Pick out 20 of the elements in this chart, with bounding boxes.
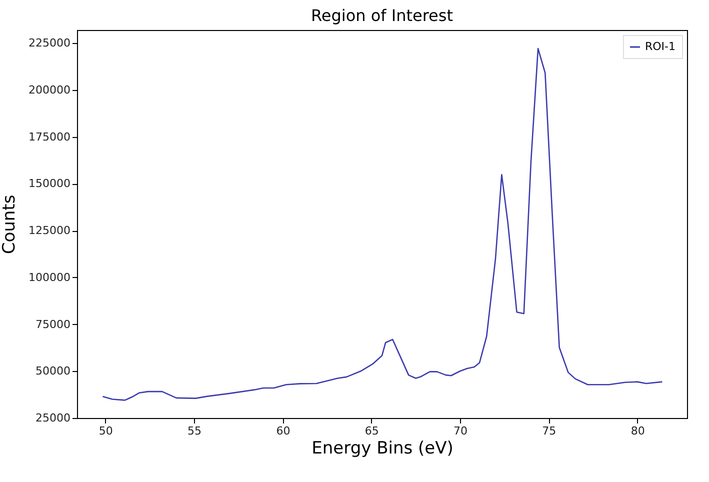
chart-title: Region of Interest [310,6,454,25]
x-tick-label: 50 [98,424,113,438]
x-tick-label: 80 [630,424,645,438]
y-tick-label: 100000 [28,270,70,284]
y-tick-label: 200000 [28,83,70,96]
x-tick-label: 75 [542,424,556,438]
x-tick-label: 60 [276,424,290,438]
x-tick-label: 65 [364,424,379,438]
legend-label: ROI-1 [645,40,676,53]
x-tick-label: 70 [454,424,468,438]
y-tick-label: 175000 [28,130,70,144]
y-tick-label: 150000 [28,177,70,190]
x-axis-title: Energy Bins (eV) [312,438,454,458]
x-tick-label: 55 [188,424,202,438]
y-axis-title: Counts [0,194,20,254]
y-tick-label: 50000 [36,364,70,378]
y-tick-label: 75000 [36,318,70,331]
y-tick-label: 225000 [28,36,70,50]
y-tick-label: 125000 [28,224,70,238]
y-tick-label: 25000 [36,412,70,424]
